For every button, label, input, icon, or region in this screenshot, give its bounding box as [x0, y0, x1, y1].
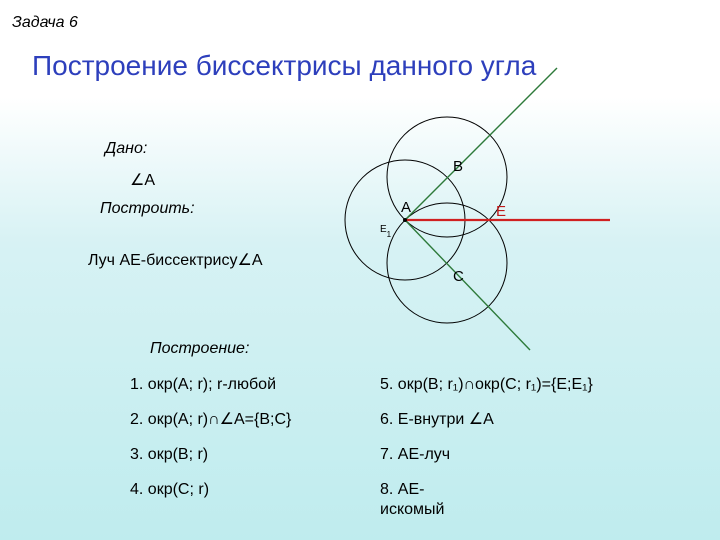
svg-text:E1: E1 [380, 224, 392, 239]
svg-text:C: C [453, 268, 464, 285]
svg-text:E: E [496, 203, 506, 220]
svg-text:B: B [453, 158, 463, 175]
slide: { "task_label": "Задача 6", "title": "По… [0, 0, 720, 540]
svg-text:A: A [401, 199, 411, 216]
diagram-svg: A B C E E1 [0, 0, 720, 540]
